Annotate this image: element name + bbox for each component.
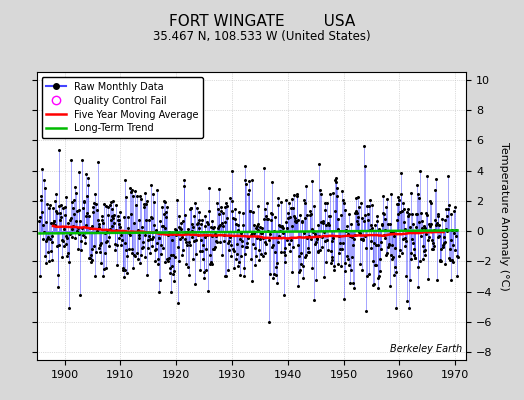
Y-axis label: Temperature Anomaly (°C): Temperature Anomaly (°C)	[499, 142, 509, 290]
Text: Berkeley Earth: Berkeley Earth	[390, 344, 462, 354]
Text: FORT WINGATE        USA: FORT WINGATE USA	[169, 14, 355, 29]
Legend: Raw Monthly Data, Quality Control Fail, Five Year Moving Average, Long-Term Tren: Raw Monthly Data, Quality Control Fail, …	[41, 77, 203, 138]
Text: 35.467 N, 108.533 W (United States): 35.467 N, 108.533 W (United States)	[153, 30, 371, 43]
